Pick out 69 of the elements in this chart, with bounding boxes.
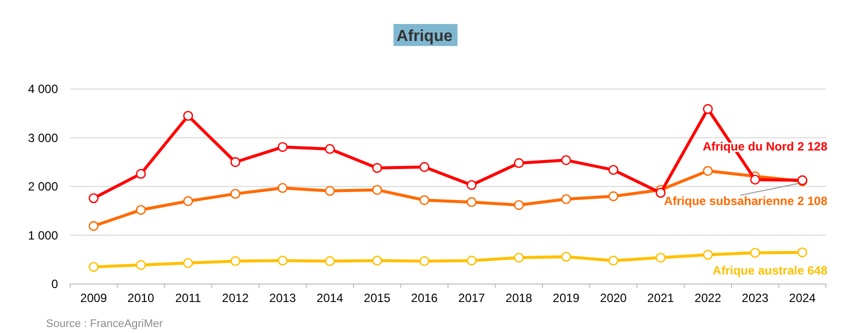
y-tick-label: 1 000 — [28, 228, 58, 242]
x-tick-label: 2024 — [789, 291, 816, 305]
chart-title: Afrique — [396, 28, 453, 45]
x-tick-label: 2013 — [269, 291, 296, 305]
x-tick-label: 2021 — [647, 291, 674, 305]
point — [750, 248, 760, 258]
point — [183, 196, 194, 206]
point — [278, 183, 288, 193]
point — [136, 204, 146, 215]
x-tick-label: 2017 — [458, 291, 486, 305]
point — [514, 252, 524, 263]
x-tick-label: 2009 — [80, 291, 108, 305]
point — [466, 197, 477, 208]
point — [230, 256, 240, 266]
x-tick-label: 2015 — [364, 291, 391, 305]
point — [278, 256, 288, 266]
point — [656, 252, 666, 263]
point — [702, 166, 713, 176]
point — [797, 247, 808, 258]
text: Afrique subsaharienne 2 108 — [664, 194, 828, 208]
point — [230, 157, 240, 168]
y-tick-label: 0 — [51, 277, 58, 291]
x-tick-label: 2020 — [600, 291, 628, 305]
point — [278, 142, 288, 152]
point — [136, 260, 146, 270]
point — [230, 188, 240, 199]
x-tick-label: 2011 — [175, 291, 202, 305]
point — [372, 184, 382, 195]
point — [324, 256, 335, 266]
x-tick-label: 2019 — [552, 291, 580, 305]
point — [372, 256, 382, 266]
y-tick-label: 2 000 — [28, 180, 58, 194]
x-tick-label: 2023 — [742, 291, 769, 305]
point — [324, 186, 335, 196]
point — [419, 195, 430, 206]
point — [656, 188, 666, 198]
text: Afrique australe 648 — [712, 263, 828, 278]
x-tick-label: 2010 — [128, 291, 155, 305]
point — [419, 162, 430, 172]
point — [466, 180, 477, 190]
point — [561, 155, 572, 166]
point — [750, 174, 760, 185]
point — [702, 250, 713, 260]
point — [324, 144, 335, 154]
point — [88, 193, 99, 204]
point — [702, 104, 713, 114]
point — [608, 256, 618, 266]
point — [88, 262, 99, 272]
point — [608, 164, 618, 175]
point — [419, 256, 430, 266]
point — [136, 168, 146, 179]
x-tick-label: 2012 — [222, 291, 250, 305]
point — [608, 191, 618, 202]
y-tick-label: 4 000 — [28, 82, 58, 96]
point — [466, 256, 477, 266]
source-note: Source : FranceAgriMer — [46, 318, 164, 330]
point — [514, 200, 524, 210]
point — [561, 252, 572, 262]
point — [372, 163, 382, 173]
point — [561, 194, 572, 204]
x-tick-label: 2014 — [316, 291, 344, 305]
x-tick-label: 2022 — [694, 291, 722, 305]
x-tick-label: 2018 — [506, 291, 533, 305]
x-tick-label: 2016 — [411, 291, 438, 305]
point — [88, 221, 99, 231]
point — [183, 258, 194, 268]
y-tick-label: 3 000 — [28, 130, 58, 145]
point — [183, 110, 194, 121]
point — [514, 158, 524, 168]
